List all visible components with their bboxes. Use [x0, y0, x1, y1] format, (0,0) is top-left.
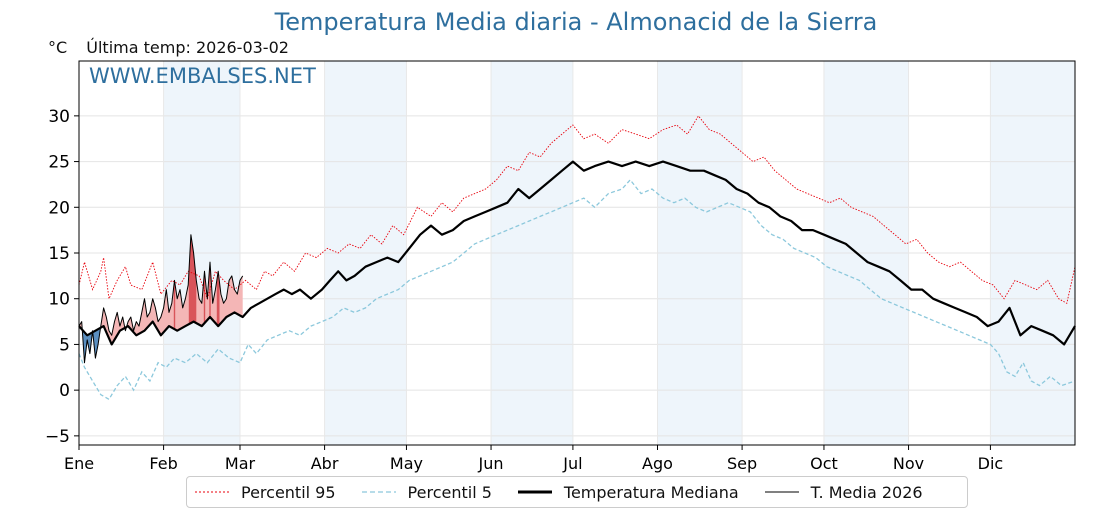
- x-tick-label-mar: Mar: [225, 454, 256, 473]
- chart-subtitle: °C Última temp: 2026-03-02: [48, 38, 303, 57]
- legend-item-median: Temperatura Mediana: [517, 482, 739, 502]
- legend-label-p5: Percentil 5: [407, 482, 492, 502]
- legend-p95-swatch: [195, 491, 229, 493]
- legend: Percentil 95 Percentil 5 Temperatura Med…: [186, 476, 968, 508]
- anomaly-strong-fill: [188, 234, 197, 325]
- series-2026-line: [78, 234, 244, 364]
- legend-label-current: T. Media 2026: [810, 482, 923, 502]
- legend-item-current: T. Media 2026: [764, 482, 923, 502]
- anomaly-strong-fill: [173, 280, 176, 330]
- x-tick-label-jul: Jul: [562, 454, 582, 473]
- legend-label-p95: Percentil 95: [241, 482, 336, 502]
- series-median-line: [78, 160, 1076, 346]
- unit-label: °C: [48, 38, 68, 57]
- x-tick-label-feb: Feb: [149, 454, 177, 473]
- legend-item-p5: Percentil 5: [361, 482, 492, 502]
- legend-item-p95: Percentil 95: [195, 483, 336, 502]
- x-tick-label-jun: Jun: [478, 454, 504, 473]
- x-tick-label-sep: Sep: [727, 454, 757, 473]
- series-p95-line: [78, 115, 1076, 304]
- anomaly-strong-fill: [216, 271, 220, 327]
- y-tick-label-25: 25: [48, 153, 70, 173]
- y-tick-label-10: 10: [48, 290, 70, 310]
- chart-title: Temperatura Media diaria - Almonacid de …: [274, 8, 878, 36]
- anomaly-below-fill: [82, 330, 92, 363]
- x-tick-label-nov: Nov: [893, 454, 924, 473]
- y-tick-label-20: 20: [48, 198, 70, 218]
- y-tick-label--5: −5: [45, 427, 70, 447]
- x-tick-label-oct: Oct: [810, 454, 838, 473]
- x-tick-label-may: May: [390, 454, 423, 473]
- series-p5-line: [78, 178, 1076, 401]
- legend-median-swatch: [517, 490, 552, 494]
- anomaly-strong-fill: [203, 271, 206, 324]
- y-tick-label-5: 5: [59, 335, 70, 355]
- x-tick-label-ago: Ago: [642, 454, 673, 473]
- y-tick-label-0: 0: [59, 381, 70, 401]
- last-temp-label: Última temp: 2026-03-02: [86, 38, 289, 57]
- y-tick-label-30: 30: [48, 107, 70, 127]
- x-tick-label-ene: Ene: [64, 454, 94, 473]
- watermark: WWW.EMBALSES.NET: [89, 64, 316, 88]
- y-tick-label-15: 15: [48, 244, 70, 264]
- x-tick-label-abr: Abr: [311, 454, 339, 473]
- x-tick-label-dic: Dic: [978, 454, 1004, 473]
- legend-current-swatch: [764, 491, 799, 493]
- legend-p5-swatch: [361, 491, 396, 493]
- legend-label-median: Temperatura Mediana: [563, 482, 739, 502]
